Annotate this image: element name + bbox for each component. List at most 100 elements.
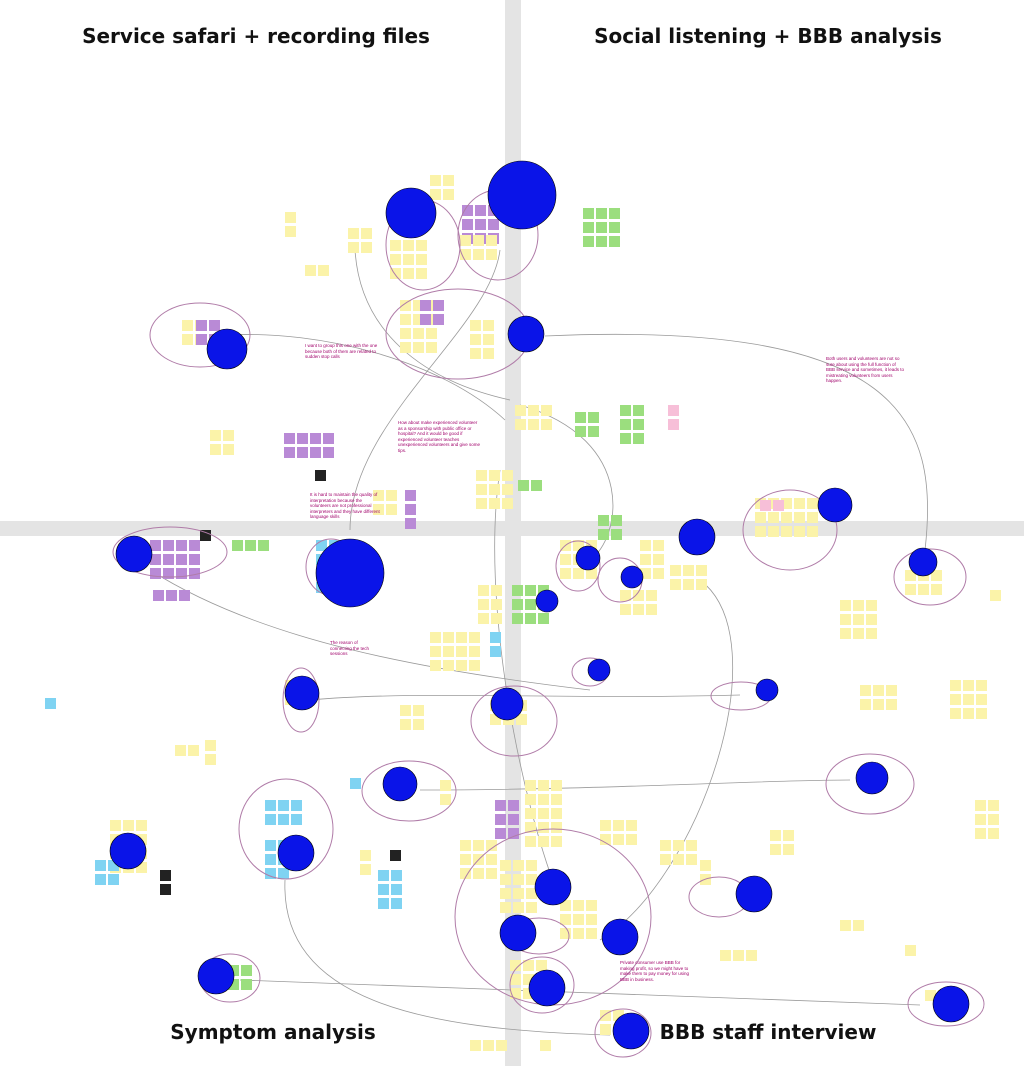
sticky-note <box>420 314 431 325</box>
blue-marker <box>109 832 147 870</box>
sticky-note <box>476 498 487 509</box>
sticky-note <box>489 470 500 481</box>
sticky-note <box>840 600 851 611</box>
sticky-note <box>755 526 766 537</box>
sticky-note <box>575 412 586 423</box>
sticky-note <box>469 660 480 671</box>
sticky-note <box>551 836 562 847</box>
connector <box>349 249 501 531</box>
sticky-note <box>163 540 174 551</box>
sticky-note <box>486 854 497 865</box>
sticky-note <box>405 518 416 529</box>
sticky-note <box>975 828 986 839</box>
blue-marker <box>535 589 559 613</box>
sticky-note <box>265 868 276 879</box>
sticky-note <box>596 222 607 233</box>
sticky-note <box>510 974 521 985</box>
sticky-note <box>416 254 427 265</box>
sticky-note <box>361 242 372 253</box>
annotation: I want to group this one with the one be… <box>305 343 378 359</box>
blue-marker <box>678 518 716 556</box>
sticky-note <box>443 175 454 186</box>
sticky-note <box>526 902 537 913</box>
blue-marker <box>499 914 537 952</box>
sticky-note <box>403 268 414 279</box>
sticky-note <box>495 828 506 839</box>
sticky-note <box>462 219 473 230</box>
sticky-note <box>136 862 147 873</box>
sticky-note <box>241 979 252 990</box>
sticky-note <box>476 470 487 481</box>
blue-marker <box>197 957 235 995</box>
sticky-note <box>416 268 427 279</box>
sticky-note <box>526 860 537 871</box>
sticky-note <box>516 714 527 725</box>
sticky-note <box>551 808 562 819</box>
sticky-note <box>807 526 818 537</box>
blue-marker <box>382 766 418 802</box>
blue-marker <box>620 565 644 589</box>
sticky-note <box>265 814 276 825</box>
sticky-note <box>166 590 177 601</box>
sticky-note <box>620 419 631 430</box>
sticky-note <box>430 646 441 657</box>
sticky-note <box>598 515 609 526</box>
sticky-note <box>473 840 484 851</box>
sticky-note <box>975 800 986 811</box>
sticky-note <box>512 599 523 610</box>
sticky-note <box>228 965 239 976</box>
connector <box>599 579 733 941</box>
sticky-note <box>390 254 401 265</box>
sticky-note <box>391 898 402 909</box>
sticky-note <box>551 822 562 833</box>
connector <box>419 779 851 791</box>
sticky-note <box>433 300 444 311</box>
sticky-note <box>348 242 359 253</box>
sticky-note <box>525 836 536 847</box>
sticky-note <box>633 604 644 615</box>
blue-marker <box>587 658 611 682</box>
sticky-note <box>646 590 657 601</box>
sticky-note <box>400 300 411 311</box>
sticky-note <box>478 585 489 596</box>
sticky-note <box>573 928 584 939</box>
sticky-note <box>416 240 427 251</box>
sticky-note <box>573 540 584 551</box>
sticky-note <box>291 814 302 825</box>
sticky-note <box>873 699 884 710</box>
sticky-note <box>176 540 187 551</box>
sticky-note <box>988 828 999 839</box>
sticky-note <box>508 828 519 839</box>
sticky-note <box>586 900 597 911</box>
cluster-outline <box>282 667 320 733</box>
sticky-note <box>386 504 397 515</box>
sticky-note <box>386 490 397 501</box>
sticky-note <box>245 540 256 551</box>
sticky-note <box>413 342 424 353</box>
sticky-note <box>513 888 524 899</box>
sticky-note <box>531 480 542 491</box>
sticky-note <box>633 433 644 444</box>
sticky-note <box>573 914 584 925</box>
sticky-note <box>513 902 524 913</box>
sticky-note <box>768 526 779 537</box>
sticky-note <box>475 219 486 230</box>
sticky-note <box>470 348 481 359</box>
sticky-note <box>620 433 631 444</box>
sticky-note <box>488 219 499 230</box>
sticky-note <box>182 334 193 345</box>
blue-marker <box>284 675 320 711</box>
sticky-note <box>975 814 986 825</box>
sticky-note <box>232 540 243 551</box>
sticky-note <box>228 979 239 990</box>
sticky-note <box>430 660 441 671</box>
sticky-note <box>588 426 599 437</box>
sticky-note <box>426 328 437 339</box>
sticky-note <box>886 699 897 710</box>
sticky-note <box>400 314 411 325</box>
cluster-outline <box>825 753 915 815</box>
sticky-note <box>668 405 679 416</box>
sticky-note <box>598 529 609 540</box>
sticky-note <box>460 854 471 865</box>
